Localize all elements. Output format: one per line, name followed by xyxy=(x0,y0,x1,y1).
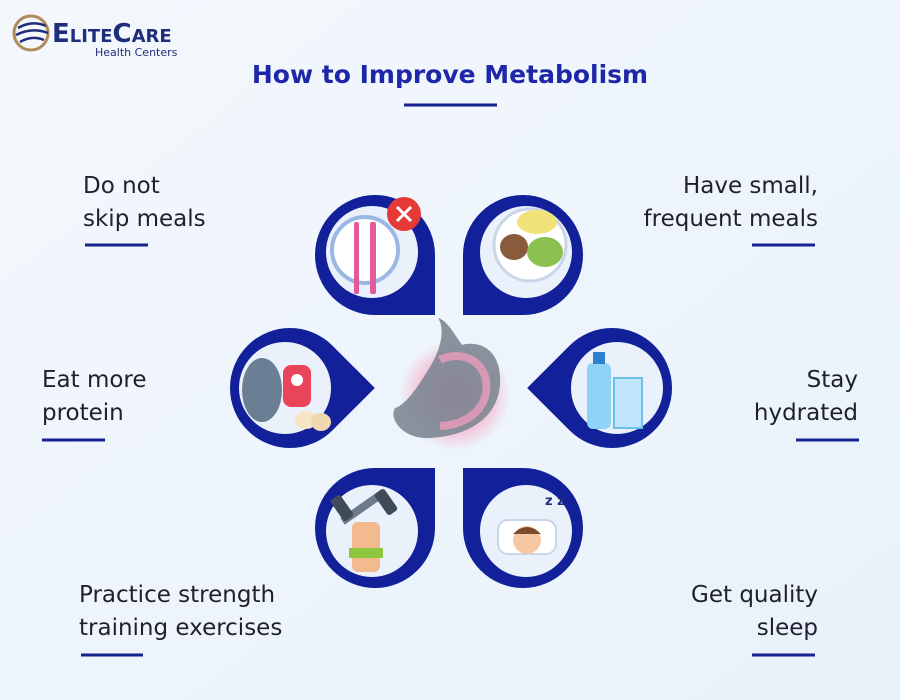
tip-text: Have small, xyxy=(683,173,818,199)
tip-text: sleep xyxy=(757,615,818,641)
icon-meal xyxy=(492,207,568,283)
tip-text: Eat more xyxy=(42,367,147,393)
logo-mark xyxy=(15,22,49,44)
stomach xyxy=(393,318,510,450)
tip-text: Stay xyxy=(807,367,858,393)
tip-text: training exercises xyxy=(79,615,282,641)
icon-sleep: z z xyxy=(497,494,565,555)
svg-text:z z: z z xyxy=(545,494,565,509)
tip-text: protein xyxy=(42,400,124,426)
logo-name: EliteCare xyxy=(52,19,172,49)
tip: Stay hydrated xyxy=(754,367,859,442)
icon-water xyxy=(587,352,643,429)
tip: Have small, frequent meals xyxy=(644,173,818,247)
icon-plate xyxy=(330,197,421,294)
tip-text: Get quality xyxy=(691,582,818,608)
tip-text: Practice strength xyxy=(79,582,275,608)
title: How to Improve Metabolism xyxy=(252,60,648,89)
tip: Do not skip meals xyxy=(83,173,206,247)
tip-text: skip meals xyxy=(83,206,206,232)
tip: Practice strength training exercises xyxy=(79,582,282,657)
logo-mark xyxy=(12,14,50,52)
tip-text: frequent meals xyxy=(644,206,818,232)
logo-tagline: Health Centers xyxy=(95,46,178,59)
logo: EliteCare Health Centers xyxy=(12,14,178,59)
tip-text: hydrated xyxy=(754,400,858,426)
tip-text: Do not xyxy=(83,173,160,199)
icon-dumbbell xyxy=(330,489,398,572)
icon-protein xyxy=(242,358,331,431)
tip: Eat more protein xyxy=(42,367,147,442)
tip: Get quality sleep xyxy=(691,582,818,657)
